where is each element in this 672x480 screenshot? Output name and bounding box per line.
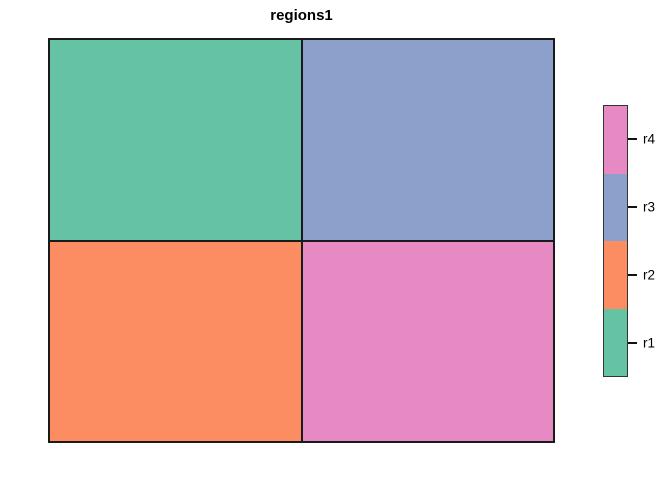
legend-label-r2: r2 (643, 267, 656, 283)
legend-tick (628, 274, 637, 276)
legend-segment-r3 (604, 173, 627, 241)
legend-segment-r2 (604, 241, 627, 309)
chart-title: regions1 (270, 7, 333, 24)
raster-cell-r4 (302, 241, 553, 441)
legend-label-r4: r4 (643, 131, 656, 147)
raster-plot-area (48, 38, 555, 443)
legend-label-r3: r3 (643, 199, 656, 215)
legend-colorbar (603, 105, 628, 377)
legend-segment-r1 (604, 308, 627, 376)
raster-cell-r1 (50, 40, 301, 240)
raster-cell-r3 (302, 40, 553, 240)
legend-tick (628, 206, 637, 208)
legend-label-r1: r1 (643, 335, 656, 351)
legend-tick (628, 138, 637, 140)
legend-segment-r4 (604, 106, 627, 174)
raster-cell-r2 (50, 241, 301, 441)
legend-tick (628, 342, 637, 344)
